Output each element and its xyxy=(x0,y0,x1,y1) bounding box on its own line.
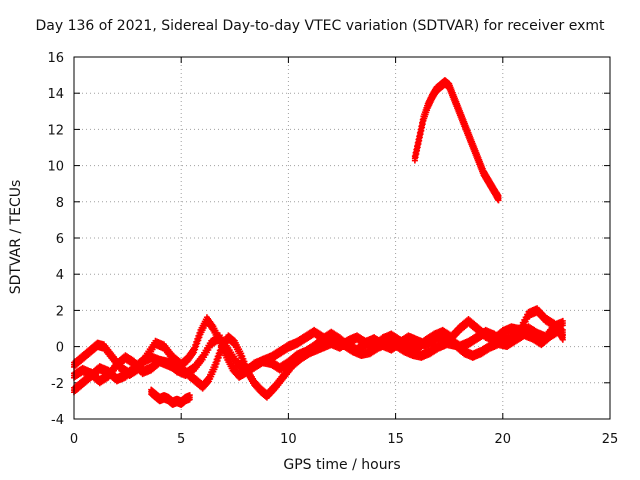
data-point xyxy=(195,337,202,344)
data-point xyxy=(191,349,198,356)
series-track-e xyxy=(411,77,502,204)
axis-ticks: 0 5 10 15 20 25 -4 -2 0 2 4 6 8 10 12 14 16 xyxy=(47,51,618,447)
y-tick-label: 4 xyxy=(56,268,64,283)
data-point xyxy=(212,363,219,370)
y-tick-label: 8 xyxy=(56,196,64,211)
y-tick-label: 6 xyxy=(56,232,64,247)
x-tick-label: 15 xyxy=(387,432,404,447)
y-tick-label: 2 xyxy=(56,304,64,319)
data-point xyxy=(214,357,221,364)
data-point xyxy=(196,334,203,341)
x-tick-label: 0 xyxy=(70,432,78,447)
y-tick-label: 16 xyxy=(47,51,64,66)
y-tick-label: -4 xyxy=(51,413,64,428)
x-tick-label: 25 xyxy=(602,432,619,447)
data-point xyxy=(192,346,199,353)
data-point xyxy=(495,197,502,204)
series-track-d xyxy=(148,386,193,408)
x-tick-label: 10 xyxy=(280,432,297,447)
y-tick-label: -2 xyxy=(51,377,64,392)
x-axis-label: GPS time / hours xyxy=(283,457,401,473)
data-point xyxy=(216,351,223,358)
data-point xyxy=(217,348,224,355)
data-point xyxy=(559,336,566,343)
data-point xyxy=(194,340,201,347)
data-point xyxy=(215,354,222,361)
data-point xyxy=(559,322,566,329)
y-tick-label: 12 xyxy=(47,123,64,138)
y-axis-label: SDTVAR / TECUs xyxy=(8,179,24,295)
y-tick-label: 0 xyxy=(56,341,64,356)
data-point xyxy=(193,343,200,350)
x-tick-label: 5 xyxy=(177,432,185,447)
x-tick-label: 20 xyxy=(495,432,512,447)
data-point xyxy=(213,360,220,367)
data-points xyxy=(71,77,566,408)
y-tick-label: 14 xyxy=(47,87,64,102)
plot-frame xyxy=(73,56,611,420)
data-point xyxy=(186,396,193,403)
series-track-c xyxy=(71,317,566,387)
chart-title: Day 136 of 2021, Sidereal Day-to-day VTE… xyxy=(35,18,605,34)
y-tick-label: 10 xyxy=(47,160,64,175)
